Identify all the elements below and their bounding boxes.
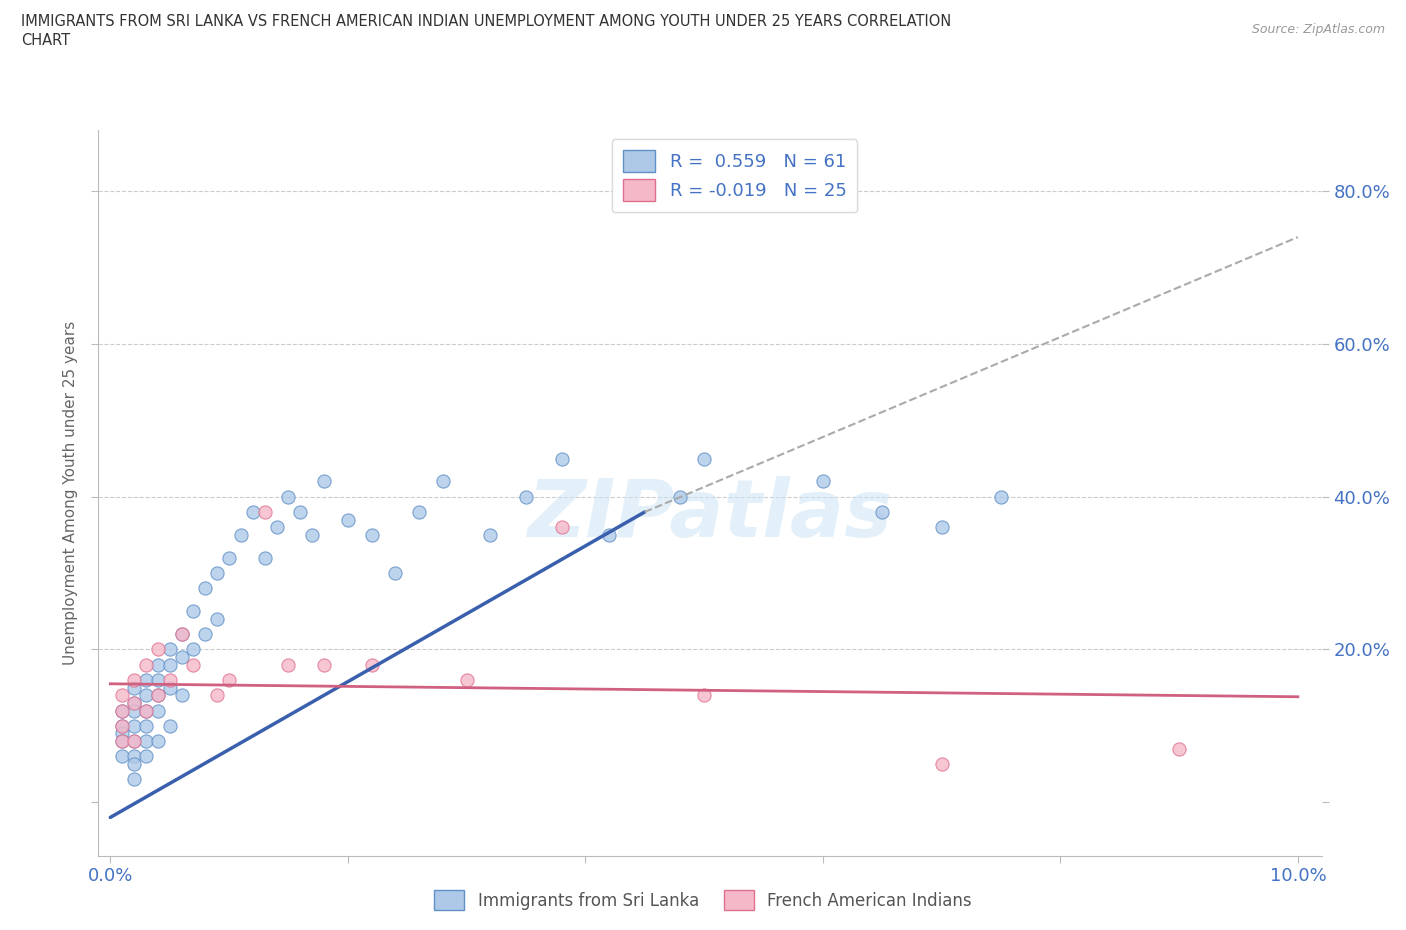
Point	[277, 489, 299, 504]
Point	[170, 627, 193, 642]
Point	[301, 527, 323, 542]
Point	[146, 703, 169, 718]
Point	[479, 527, 502, 542]
Point	[550, 520, 572, 535]
Point	[312, 474, 335, 489]
Text: IMMIGRANTS FROM SRI LANKA VS FRENCH AMERICAN INDIAN UNEMPLOYMENT AMONG YOUTH UND: IMMIGRANTS FROM SRI LANKA VS FRENCH AMER…	[21, 14, 952, 29]
Point	[135, 688, 157, 703]
Point	[135, 703, 157, 718]
Point	[218, 672, 240, 687]
Point	[159, 672, 181, 687]
Point	[205, 688, 228, 703]
Point	[990, 489, 1012, 504]
Point	[229, 527, 252, 542]
Point	[122, 718, 145, 733]
Point	[122, 680, 145, 695]
Point	[218, 551, 240, 565]
Point	[111, 734, 134, 749]
Point	[194, 627, 217, 642]
Point	[111, 734, 134, 749]
Point	[693, 688, 716, 703]
Point	[122, 749, 145, 764]
Point	[135, 703, 157, 718]
Point	[312, 658, 335, 672]
Point	[111, 688, 134, 703]
Point	[515, 489, 537, 504]
Point	[135, 658, 157, 672]
Point	[253, 551, 276, 565]
Point	[384, 565, 406, 580]
Point	[205, 611, 228, 626]
Point	[253, 505, 276, 520]
Point	[135, 734, 157, 749]
Point	[456, 672, 478, 687]
Point	[205, 565, 228, 580]
Point	[122, 696, 145, 711]
Point	[159, 658, 181, 672]
Point	[122, 734, 145, 749]
Point	[111, 718, 134, 733]
Y-axis label: Unemployment Among Youth under 25 years: Unemployment Among Youth under 25 years	[63, 321, 77, 665]
Point	[122, 672, 145, 687]
Point	[170, 650, 193, 665]
Point	[931, 756, 953, 771]
Point	[931, 520, 953, 535]
Point	[870, 505, 893, 520]
Point	[122, 772, 145, 787]
Point	[408, 505, 430, 520]
Point	[432, 474, 454, 489]
Point	[290, 505, 312, 520]
Legend: R =  0.559   N = 61, R = -0.019   N = 25: R = 0.559 N = 61, R = -0.019 N = 25	[612, 140, 858, 212]
Point	[811, 474, 834, 489]
Point	[170, 688, 193, 703]
Point	[111, 726, 134, 741]
Point	[146, 672, 169, 687]
Point	[183, 604, 205, 618]
Point	[159, 680, 181, 695]
Point	[111, 718, 134, 733]
Point	[360, 658, 382, 672]
Point	[242, 505, 264, 520]
Point	[550, 451, 572, 466]
Point	[122, 734, 145, 749]
Text: ZIPatlas: ZIPatlas	[527, 475, 893, 553]
Point	[146, 734, 169, 749]
Point	[159, 718, 181, 733]
Point	[111, 703, 134, 718]
Point	[277, 658, 299, 672]
Point	[111, 703, 134, 718]
Point	[693, 451, 716, 466]
Point	[194, 581, 217, 596]
Point	[122, 756, 145, 771]
Point	[111, 749, 134, 764]
Legend: Immigrants from Sri Lanka, French American Indians: Immigrants from Sri Lanka, French Americ…	[427, 884, 979, 917]
Point	[336, 512, 359, 527]
Point	[146, 688, 169, 703]
Point	[266, 520, 288, 535]
Point	[122, 703, 145, 718]
Point	[146, 642, 169, 657]
Text: CHART: CHART	[21, 33, 70, 47]
Point	[135, 672, 157, 687]
Point	[183, 642, 205, 657]
Point	[135, 749, 157, 764]
Point	[360, 527, 382, 542]
Point	[183, 658, 205, 672]
Point	[598, 527, 620, 542]
Point	[170, 627, 193, 642]
Point	[135, 718, 157, 733]
Point	[1168, 741, 1191, 756]
Point	[146, 658, 169, 672]
Point	[122, 696, 145, 711]
Point	[669, 489, 692, 504]
Point	[159, 642, 181, 657]
Point	[146, 688, 169, 703]
Text: Source: ZipAtlas.com: Source: ZipAtlas.com	[1251, 23, 1385, 36]
